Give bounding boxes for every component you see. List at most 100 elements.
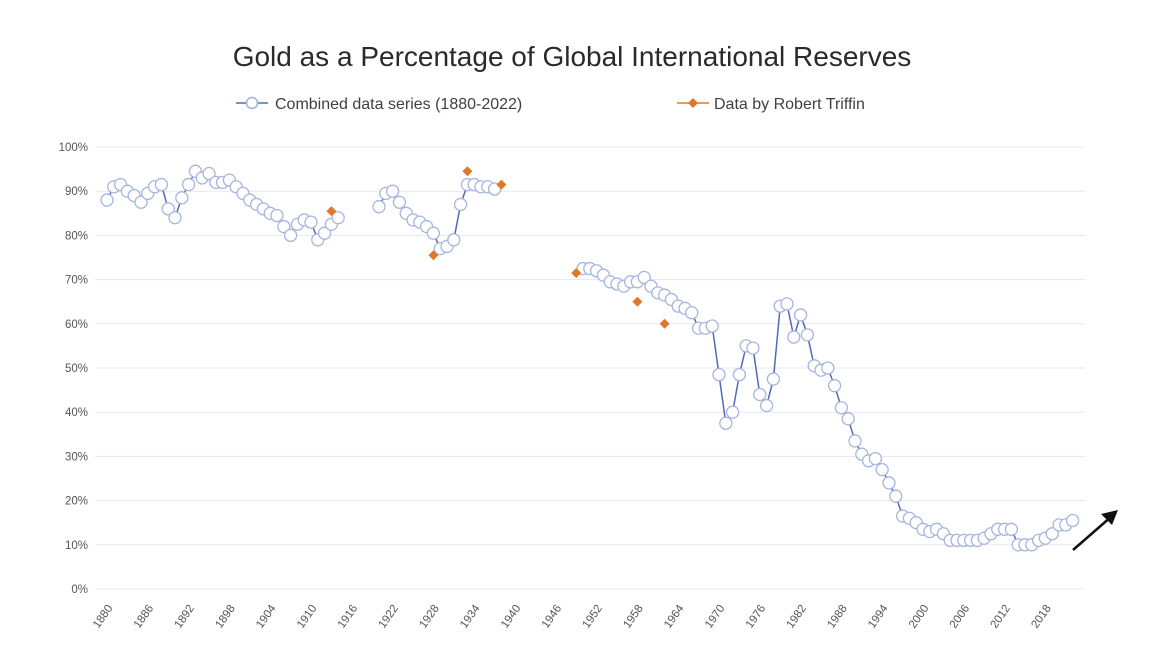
triffin-data-point: [428, 250, 439, 261]
combined-data-point: [100, 193, 114, 207]
combined-data-point: [868, 451, 883, 466]
combined-data-point: [283, 228, 298, 243]
combined-data-point: [304, 215, 318, 229]
combined-data-point: [746, 341, 760, 355]
x-tick-label: 1952: [581, 603, 606, 631]
combined-data-point: [331, 211, 345, 225]
combined-data-point: [392, 195, 407, 209]
legend: Combined data series (1880-2022) Data by…: [236, 96, 865, 113]
y-tick-label: 90%: [65, 186, 88, 198]
x-tick-label: 1886: [132, 603, 157, 631]
x-tick-label: 1922: [377, 603, 402, 631]
x-tick-label: 1976: [744, 603, 769, 631]
chart-title: Gold as a Percentage of Global Internati…: [233, 41, 912, 72]
combined-data-point: [637, 270, 651, 285]
legend-label-combined: Combined data series (1880-2022): [275, 96, 522, 113]
combined-data-point: [787, 330, 801, 344]
x-tick-label: 1916: [336, 603, 361, 631]
combined-data-point: [882, 476, 896, 490]
x-tick-label: 1958: [621, 603, 646, 631]
combined-data-point: [1065, 513, 1080, 528]
combined-data-point: [685, 306, 699, 320]
y-tick-label: 70%: [65, 275, 88, 287]
triffin-data-point: [462, 166, 473, 177]
combined-data-point: [385, 184, 400, 198]
x-tick-label: 2000: [907, 603, 932, 631]
y-tick-label: 60%: [65, 319, 88, 331]
combined-data-point: [202, 166, 216, 181]
x-tick-label: 1994: [866, 602, 891, 630]
x-tick-label: 1988: [825, 603, 850, 631]
combined-data-point: [161, 202, 175, 216]
y-tick-label: 80%: [65, 230, 88, 242]
legend-marker-circle: [245, 96, 259, 110]
x-tick-label: 2006: [948, 603, 973, 631]
combined-data-point: [719, 416, 733, 430]
combined-data-point: [766, 372, 781, 386]
y-tick-label: 50%: [65, 363, 88, 375]
combined-data-point: [848, 434, 862, 448]
y-tick-label: 30%: [65, 451, 88, 463]
y-tick-label: 20%: [65, 496, 88, 508]
triffin-data-point: [659, 318, 670, 329]
legend-item-combined: Combined data series (1880-2022): [236, 96, 522, 113]
y-tick-label: 10%: [65, 540, 88, 552]
y-tick-label: 100%: [59, 142, 88, 154]
x-tick-label: 2018: [1029, 603, 1054, 631]
series-lines: [106, 170, 1074, 546]
x-tick-label: 1964: [662, 602, 687, 630]
triffin-data-point: [571, 267, 582, 278]
x-tick-label: 1970: [703, 603, 728, 631]
combined-data-point: [821, 361, 835, 375]
y-axis: 0% 10% 20% 30% 40% 50% 60% 70% 80% 90% 100%: [59, 142, 88, 596]
combined-data-point: [1004, 522, 1019, 536]
combined-data-point: [732, 367, 747, 382]
combined-data-point: [168, 211, 182, 225]
x-tick-label: 1898: [213, 603, 238, 631]
combined-data-point: [181, 177, 196, 192]
x-tick-label: 1880: [91, 603, 116, 631]
triffin-data-point: [326, 206, 337, 217]
combined-data-point: [270, 208, 284, 223]
legend-label-triffin: Data by Robert Triffin: [714, 96, 865, 113]
combined-data-point: [453, 197, 468, 212]
x-axis: 1880 1886 1892 1898 1904 1910 1916 1922 1928 1934…: [91, 602, 1054, 630]
combined-data-point: [1045, 527, 1059, 541]
combined-data-point: [725, 405, 740, 419]
combined-series-line: [583, 267, 1074, 546]
gridlines: [95, 146, 1085, 590]
combined-data-point: [277, 219, 291, 234]
combined-data-point: [780, 297, 794, 311]
x-tick-label: 1946: [540, 603, 565, 631]
combined-data-point: [759, 398, 774, 413]
combined-data-point: [134, 195, 148, 209]
combined-data-point: [712, 367, 726, 382]
combined-data-point: [487, 182, 502, 196]
y-tick-label: 0%: [71, 584, 88, 596]
x-tick-label: 1904: [254, 602, 279, 630]
combined-data-point: [753, 387, 767, 402]
combined-data-point: [705, 319, 719, 333]
y-tick-label: 40%: [65, 407, 88, 419]
triffin-data-point: [632, 296, 643, 307]
series-markers: [100, 164, 1080, 552]
x-tick-label: 1934: [458, 602, 483, 630]
x-tick-label: 1940: [499, 603, 524, 631]
combined-data-point: [426, 226, 441, 240]
combined-data-point: [834, 401, 849, 415]
combined-data-point: [875, 463, 889, 477]
combined-data-point: [317, 226, 332, 240]
combined-data-point: [800, 328, 815, 342]
x-tick-label: 1910: [295, 603, 320, 631]
combined-data-point: [841, 412, 855, 426]
x-tick-label: 2012: [989, 603, 1014, 631]
x-tick-label: 1892: [173, 603, 198, 631]
upward-arrow-icon: [1072, 510, 1118, 551]
legend-marker-diamond: [688, 98, 698, 108]
x-tick-label: 1982: [785, 603, 810, 631]
combined-data-point: [447, 233, 461, 247]
combined-data-point: [372, 200, 386, 214]
combined-data-point: [793, 308, 808, 322]
triffin-data-point: [496, 179, 507, 190]
